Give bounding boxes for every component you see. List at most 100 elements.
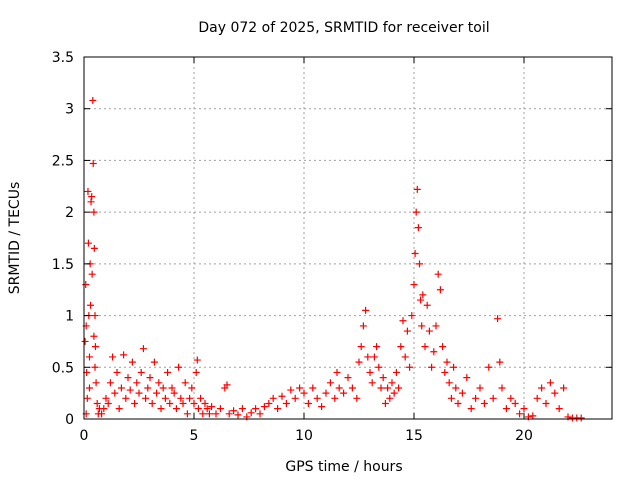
data-point <box>344 374 352 382</box>
plot-frame <box>83 56 613 420</box>
data-point <box>472 394 480 402</box>
y-tick-label: 3.5 <box>52 50 74 66</box>
data-point <box>146 374 154 382</box>
data-point <box>333 368 341 376</box>
data-point <box>192 368 200 376</box>
data-point <box>157 405 165 413</box>
data-point <box>109 353 117 361</box>
data-point <box>485 363 493 371</box>
data-point <box>148 399 156 407</box>
data-point <box>170 389 178 397</box>
data-point <box>124 374 132 382</box>
data-point <box>90 208 98 216</box>
data-point <box>421 343 429 351</box>
data-point <box>247 409 255 417</box>
chart-title: Day 072 of 2025, SRMTID for receiver toi… <box>198 20 489 36</box>
data-point <box>390 389 398 397</box>
y-tick-label: 0 <box>65 412 74 428</box>
data-point <box>386 394 394 402</box>
data-point <box>102 394 110 402</box>
data-point <box>434 270 442 278</box>
x-tick-label: 5 <box>190 428 199 444</box>
x-tick-label: 10 <box>295 428 313 444</box>
data-point <box>175 363 183 371</box>
data-point <box>159 384 167 392</box>
data-point <box>91 363 99 371</box>
data-point <box>252 405 260 413</box>
data-point <box>447 394 455 402</box>
grid-lines <box>84 57 612 419</box>
y-tick-labels: 0 0.5 1 1.5 2 2.5 3 3.5 <box>52 50 74 428</box>
data-point <box>111 389 119 397</box>
data-point <box>86 384 93 392</box>
data-point <box>193 356 201 364</box>
data-point <box>92 379 100 387</box>
data-point <box>126 386 134 394</box>
data-point <box>91 312 99 320</box>
data-point <box>381 399 389 407</box>
data-point <box>366 368 374 376</box>
y-tick-label: 3 <box>65 102 74 118</box>
data-point <box>225 410 233 418</box>
data-point <box>300 389 308 397</box>
data-point <box>377 384 385 392</box>
data-point <box>137 368 145 376</box>
data-point <box>331 394 339 402</box>
data-point <box>287 386 295 394</box>
data-point <box>155 379 163 387</box>
data-point <box>82 281 90 289</box>
data-point <box>117 384 125 392</box>
data-point <box>413 185 421 193</box>
data-point <box>418 322 426 330</box>
data-point <box>450 363 458 371</box>
data-point <box>274 405 282 413</box>
data-point <box>417 296 425 304</box>
data-point <box>201 399 209 407</box>
data-point <box>322 389 330 397</box>
data-point <box>384 384 392 392</box>
data-point <box>533 394 541 402</box>
data-point <box>150 358 158 366</box>
data-point <box>577 414 585 422</box>
data-point <box>406 363 414 371</box>
data-point <box>87 198 95 206</box>
data-point <box>90 244 98 252</box>
data-point <box>353 394 361 402</box>
data-point <box>122 394 130 402</box>
data-point <box>496 358 504 366</box>
data-point <box>212 410 220 418</box>
data-point <box>408 312 416 320</box>
data-point <box>190 399 198 407</box>
data-point <box>234 411 242 419</box>
data-point <box>113 368 121 376</box>
data-point <box>128 358 136 366</box>
data-point <box>412 208 420 216</box>
y-tick-label: 0.5 <box>52 360 74 376</box>
data-point <box>441 368 449 376</box>
data-point <box>93 399 101 407</box>
data-point <box>428 363 436 371</box>
data-point <box>186 394 194 402</box>
data-point <box>304 399 312 407</box>
data-point <box>199 410 207 418</box>
data-point <box>256 410 264 418</box>
data-point <box>208 403 216 411</box>
data-points <box>81 96 585 422</box>
data-point <box>399 317 407 325</box>
data-point <box>296 384 304 392</box>
data-point <box>397 343 405 351</box>
data-point <box>370 353 378 361</box>
data-point <box>164 368 172 376</box>
data-point <box>359 322 367 330</box>
data-point <box>348 384 356 392</box>
data-point <box>131 399 139 407</box>
data-point <box>467 405 475 413</box>
data-point <box>355 358 363 366</box>
data-point <box>364 353 372 361</box>
data-point <box>89 96 97 104</box>
data-point <box>425 327 433 335</box>
data-point <box>436 286 444 294</box>
data-point <box>216 405 224 413</box>
data-point <box>463 374 471 382</box>
data-point <box>278 392 286 400</box>
